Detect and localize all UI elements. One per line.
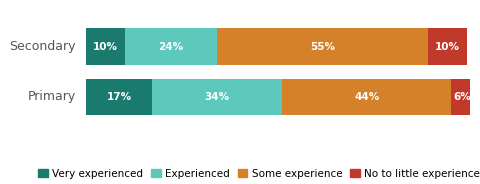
Legend: Very experienced, Experienced, Some experience, No to little experience: Very experienced, Experienced, Some expe… — [38, 169, 480, 179]
Text: 10%: 10% — [435, 42, 460, 52]
Text: 55%: 55% — [310, 42, 335, 52]
Text: 17%: 17% — [107, 92, 132, 102]
Bar — [282, 79, 451, 115]
Bar — [451, 79, 474, 115]
Bar — [86, 79, 152, 115]
Text: 6%: 6% — [454, 92, 471, 102]
Text: 24%: 24% — [158, 42, 183, 52]
Bar — [152, 79, 282, 115]
Text: 10%: 10% — [93, 42, 118, 52]
Text: 44%: 44% — [354, 92, 379, 102]
Bar — [86, 28, 125, 65]
Bar — [428, 28, 467, 65]
Text: 34%: 34% — [204, 92, 229, 102]
Bar — [125, 28, 217, 65]
Bar — [217, 28, 428, 65]
